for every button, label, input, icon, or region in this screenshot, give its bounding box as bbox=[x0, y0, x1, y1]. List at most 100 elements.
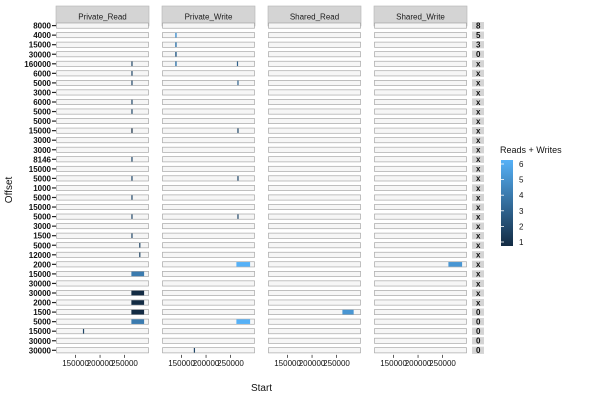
y-tick-label: 30000 bbox=[29, 289, 52, 298]
heat-tile bbox=[342, 309, 354, 315]
y-tick-label: 1500 bbox=[33, 232, 51, 241]
heat-tile bbox=[237, 176, 239, 181]
row-bar bbox=[374, 328, 467, 335]
row-strip bbox=[472, 327, 484, 335]
row-strip-label: x bbox=[476, 260, 481, 269]
row-strip-label: x bbox=[476, 69, 481, 78]
row-bar bbox=[268, 347, 361, 354]
row-strip-label: x bbox=[476, 165, 481, 174]
row-bar bbox=[268, 213, 361, 220]
row-bar bbox=[162, 232, 255, 239]
row-bar bbox=[162, 80, 255, 86]
y-tick-label: 2000 bbox=[33, 299, 51, 308]
row-bar bbox=[268, 99, 361, 105]
row-bar bbox=[162, 290, 255, 296]
row-bar bbox=[374, 347, 467, 354]
row-bar bbox=[268, 80, 361, 86]
heat-tile bbox=[131, 233, 133, 238]
heat-tile bbox=[131, 71, 133, 76]
row-bar bbox=[162, 89, 255, 96]
row-strip bbox=[472, 98, 484, 106]
row-bar bbox=[268, 127, 361, 134]
row-bar bbox=[56, 328, 149, 335]
row-bar bbox=[268, 32, 361, 39]
y-tick-label: 8000 bbox=[33, 22, 51, 31]
row-bar bbox=[56, 223, 149, 230]
row-bar bbox=[374, 270, 467, 277]
row-strip-label: 0 bbox=[476, 337, 481, 346]
x-tick-label: 250000 bbox=[111, 359, 138, 368]
row-bar bbox=[268, 251, 361, 258]
heat-tile bbox=[237, 214, 239, 219]
row-strip bbox=[472, 22, 484, 30]
row-bar bbox=[374, 194, 467, 201]
row-bar bbox=[268, 299, 361, 306]
y-tick-label: 30000 bbox=[29, 279, 52, 288]
legend-tick-label: 3 bbox=[519, 207, 524, 216]
row-bar bbox=[162, 242, 255, 249]
row-strip bbox=[472, 222, 484, 230]
x-tick-label: 250000 bbox=[429, 359, 456, 368]
row-bar bbox=[162, 175, 255, 182]
row-bar bbox=[374, 118, 467, 124]
row-bar bbox=[162, 251, 255, 258]
heat-tile bbox=[131, 99, 133, 105]
row-bar bbox=[268, 223, 361, 230]
row-strip-label: 5 bbox=[476, 31, 481, 40]
facet-label: Private_Write bbox=[185, 13, 233, 22]
row-strip-label: 0 bbox=[476, 308, 481, 317]
y-tick-label: 1500 bbox=[33, 308, 51, 317]
row-bar bbox=[56, 146, 149, 153]
heat-tile bbox=[193, 348, 196, 353]
row-bar bbox=[56, 337, 149, 344]
row-bar bbox=[162, 165, 255, 172]
row-bar bbox=[374, 156, 467, 163]
y-tick-label: 15000 bbox=[29, 327, 52, 336]
row-bar bbox=[268, 137, 361, 144]
row-bar bbox=[56, 318, 149, 325]
row-bar bbox=[268, 108, 361, 115]
row-bar bbox=[56, 261, 149, 268]
y-tick-label: 15000 bbox=[29, 41, 52, 50]
row-bar bbox=[374, 137, 467, 144]
facet-label: Private_Read bbox=[78, 13, 126, 22]
row-bar bbox=[374, 185, 467, 191]
legend-title: Reads + Writes bbox=[500, 145, 562, 155]
row-bar bbox=[374, 32, 467, 39]
row-strip-label: x bbox=[476, 88, 481, 97]
row-strip bbox=[472, 346, 484, 354]
x-tick-label: 200000 bbox=[193, 359, 220, 368]
row-bar bbox=[162, 337, 255, 344]
row-strip-label: x bbox=[476, 79, 481, 88]
row-bar bbox=[374, 299, 467, 306]
row-strip bbox=[472, 298, 484, 307]
row-bar bbox=[268, 41, 361, 48]
heat-tile bbox=[131, 176, 133, 181]
row-bar bbox=[374, 146, 467, 153]
x-tick-label: 150000 bbox=[62, 359, 89, 368]
row-strip bbox=[472, 88, 484, 97]
row-bar bbox=[374, 99, 467, 105]
row-bar bbox=[56, 175, 149, 182]
y-tick-label: 6000 bbox=[33, 98, 51, 107]
y-tick-label: 6000 bbox=[33, 69, 51, 78]
row-bar bbox=[162, 261, 255, 268]
row-strip-label: 0 bbox=[476, 327, 481, 336]
row-bar bbox=[162, 318, 255, 325]
heat-tile bbox=[131, 214, 133, 219]
row-bar bbox=[268, 51, 361, 58]
heat-tile bbox=[139, 252, 141, 258]
heat-tile bbox=[448, 262, 463, 267]
row-strip-label: x bbox=[476, 136, 481, 145]
row-strip-label: x bbox=[476, 126, 481, 135]
row-strip-label: x bbox=[476, 212, 481, 221]
heat-tile bbox=[236, 61, 239, 67]
x-tick-label: 150000 bbox=[380, 359, 407, 368]
row-strip-label: x bbox=[476, 298, 481, 307]
row-bar bbox=[268, 318, 361, 325]
y-axis-title: Offset bbox=[4, 176, 15, 203]
heat-tile bbox=[237, 128, 239, 133]
row-bar bbox=[162, 99, 255, 105]
row-bar bbox=[162, 280, 255, 287]
row-bar bbox=[268, 270, 361, 277]
